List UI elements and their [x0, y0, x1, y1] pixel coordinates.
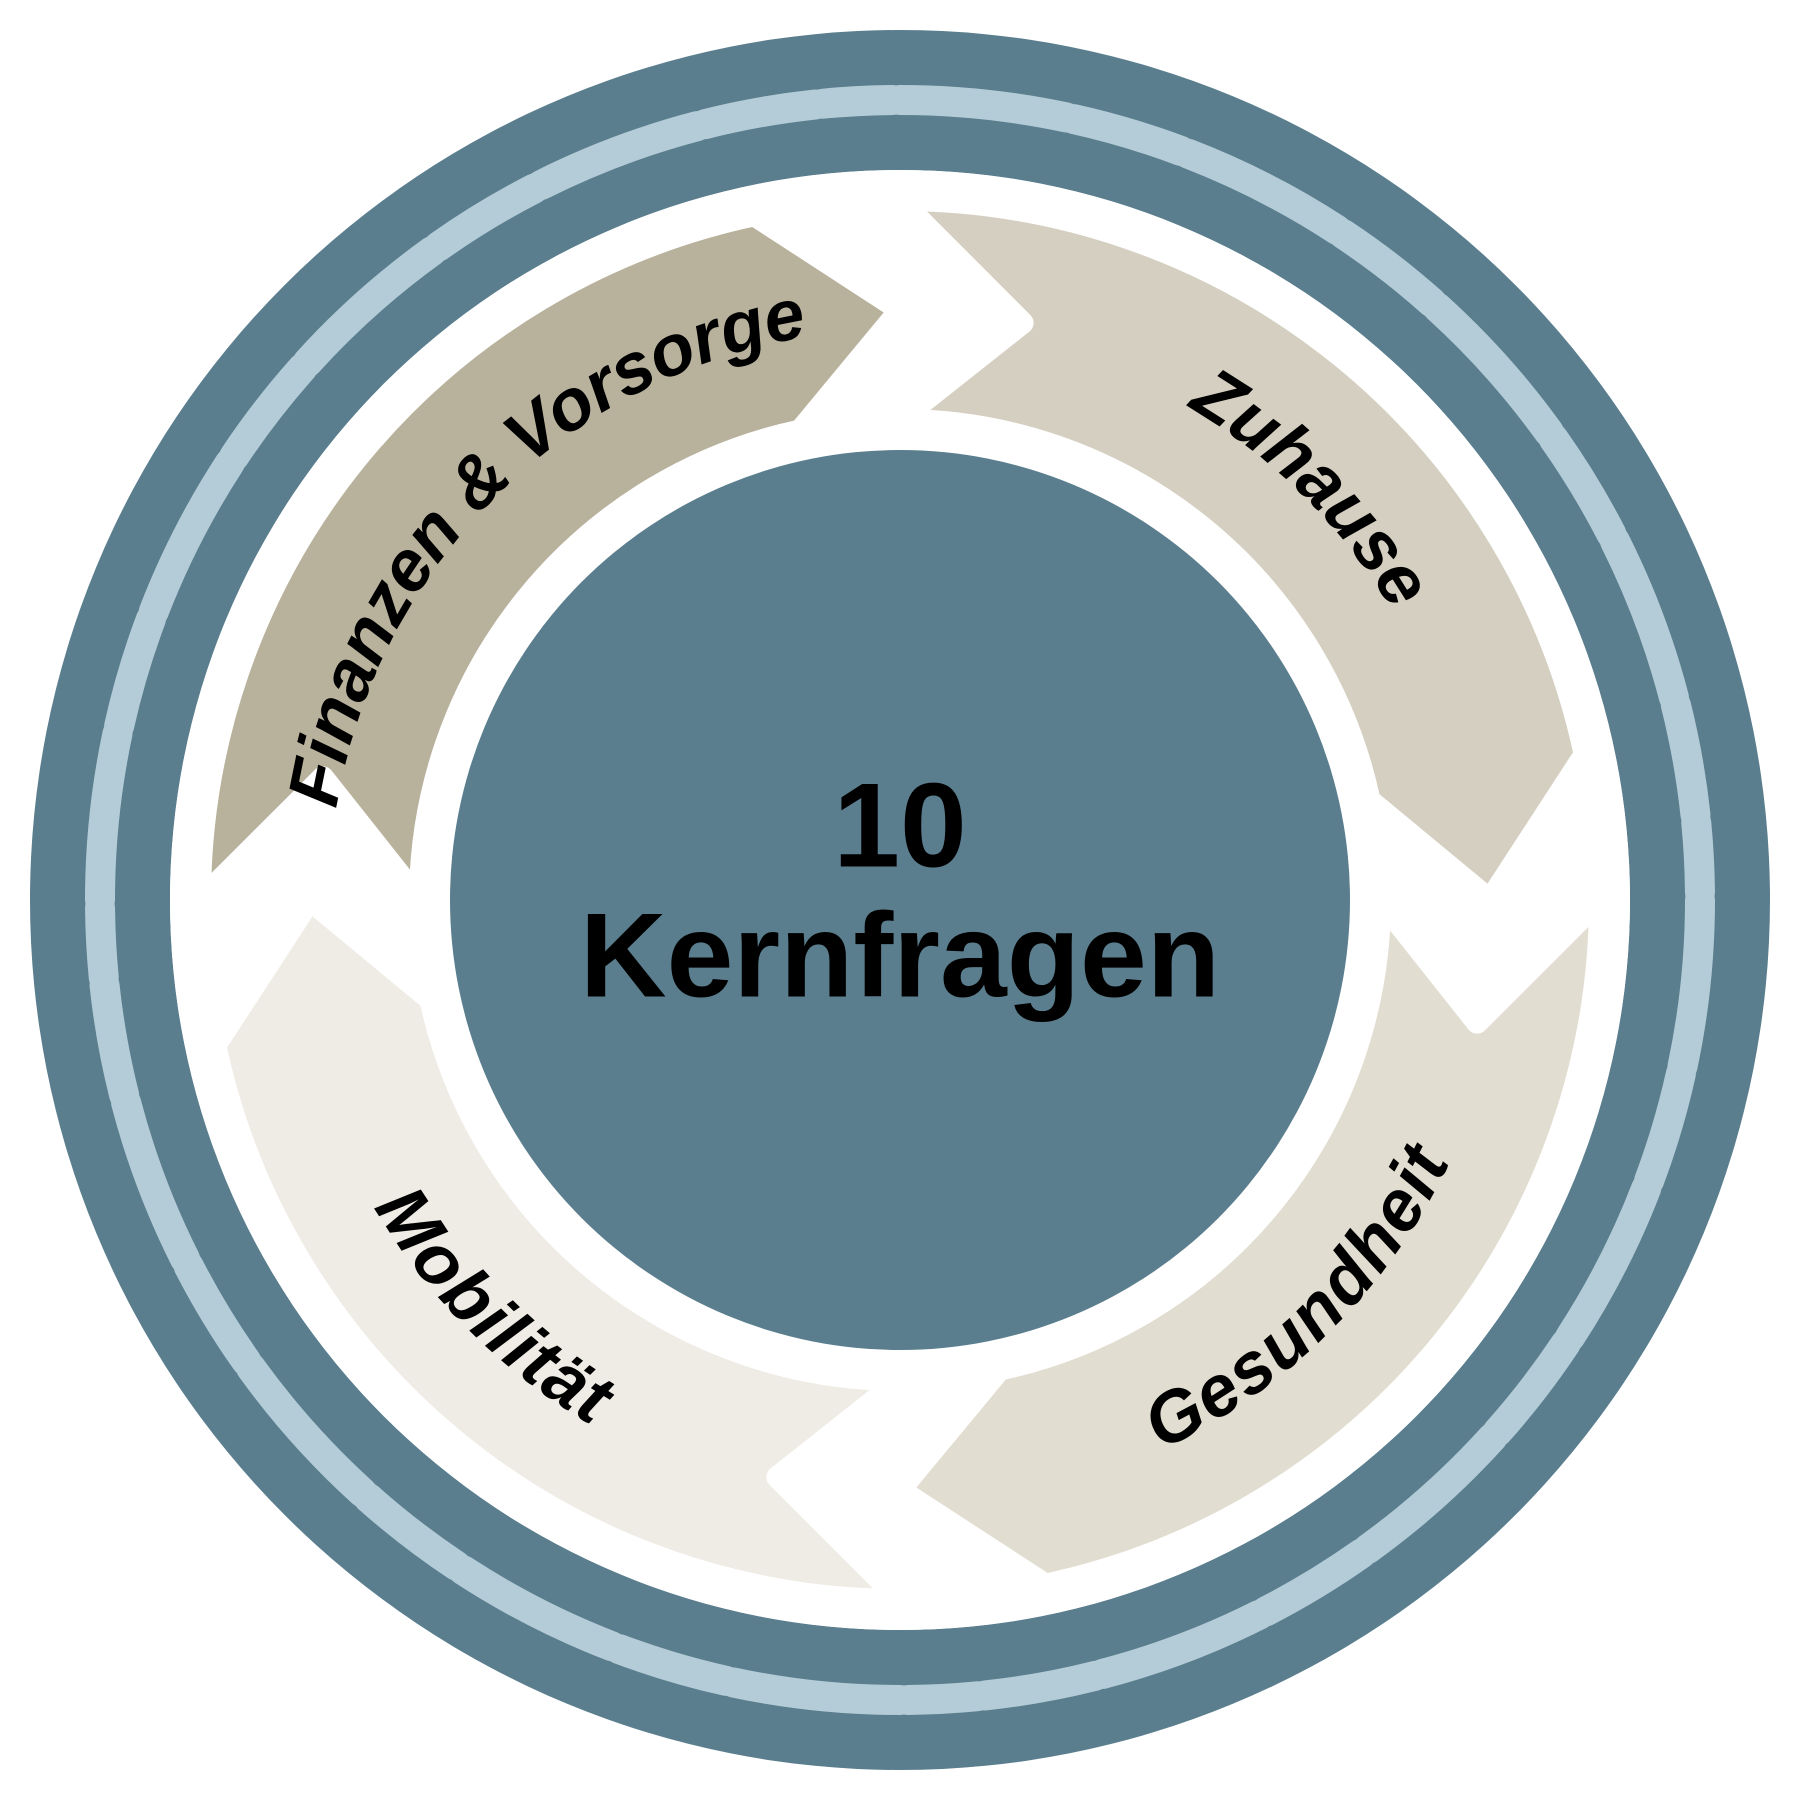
- outer-ring-dash: [100, 908, 104, 978]
- outer-ring-dash: [1676, 705, 1696, 815]
- outer-ring-dash: [1683, 900, 1700, 1066]
- outer-ring-dash: [900, 100, 1066, 117]
- outer-ring-dash: [908, 1696, 978, 1700]
- outer-ring-dash: [734, 1683, 900, 1700]
- outer-ring-dash: [823, 100, 893, 104]
- center-text-line1: 10: [833, 759, 966, 893]
- center-text-line2: Kernfragen: [580, 889, 1220, 1023]
- outer-ring-dash: [1696, 823, 1700, 893]
- outer-ring-dash: [105, 985, 125, 1095]
- outer-ring-dash: [985, 1676, 1095, 1696]
- outer-ring-dash: [705, 105, 815, 125]
- outer-ring-dash: [100, 734, 117, 900]
